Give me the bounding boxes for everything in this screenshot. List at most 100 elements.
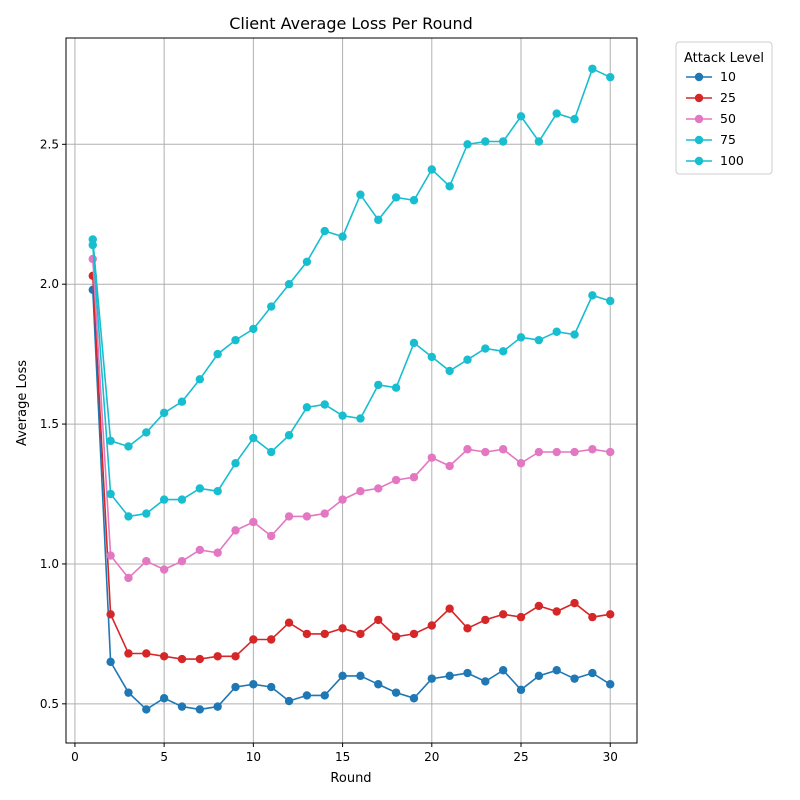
x-tick-label: 20 [424, 750, 439, 764]
data-point [570, 598, 579, 608]
data-point [516, 459, 526, 468]
data-point [142, 509, 151, 518]
data-point [481, 137, 490, 146]
data-point [106, 657, 115, 667]
data-point [463, 355, 472, 364]
data-point [284, 696, 294, 706]
data-point [516, 112, 526, 121]
data-point [177, 495, 187, 504]
data-point [445, 671, 454, 681]
legend-item-10: 10 [686, 69, 736, 84]
data-point [249, 635, 258, 644]
data-point [463, 624, 472, 633]
data-point [320, 629, 329, 639]
data-point [159, 565, 169, 574]
legend-label: 50 [720, 111, 736, 126]
data-point [374, 380, 383, 390]
data-point [338, 232, 347, 241]
x-tick-label: 25 [513, 750, 528, 764]
data-point [231, 335, 240, 345]
data-point [427, 674, 436, 683]
data-point [142, 428, 151, 437]
data-point [142, 649, 151, 658]
data-point [498, 666, 508, 675]
data-point [445, 461, 454, 471]
data-point [124, 512, 133, 521]
y-tick-label: 1.0 [40, 557, 59, 571]
legend-marker [694, 114, 704, 124]
data-point [213, 548, 222, 557]
data-point [463, 140, 472, 149]
data-point [124, 649, 133, 658]
data-point [427, 165, 436, 174]
data-point [409, 629, 419, 639]
data-point [213, 702, 222, 711]
legend-label: 75 [720, 132, 736, 147]
legend-marker [694, 135, 704, 145]
data-point [302, 257, 312, 267]
y-tick-label: 2.0 [40, 277, 59, 291]
data-point [570, 114, 579, 124]
data-point [267, 531, 276, 541]
data-point [606, 447, 615, 457]
data-point [445, 604, 454, 613]
x-tick-label: 0 [71, 750, 79, 764]
x-tick-label: 10 [246, 750, 261, 764]
series-layer [88, 64, 615, 714]
data-point [374, 680, 383, 689]
data-point [106, 436, 115, 446]
data-point [516, 685, 526, 695]
y-tick-label: 0.5 [40, 697, 59, 711]
data-point [338, 411, 347, 420]
data-point [409, 196, 419, 205]
data-point [213, 652, 222, 661]
data-point [606, 72, 615, 82]
data-point [177, 702, 187, 711]
data-point [588, 64, 597, 73]
data-point [213, 487, 222, 496]
data-point [249, 324, 258, 334]
data-point [320, 226, 329, 236]
legend-label: 10 [720, 69, 736, 84]
data-point [445, 366, 454, 376]
series-10 [88, 285, 615, 714]
data-point [552, 327, 561, 336]
data-point [391, 383, 401, 392]
data-point [177, 397, 187, 406]
legend-title: Attack Level [684, 51, 764, 66]
data-point [516, 333, 526, 342]
data-point [177, 654, 187, 664]
legend-item-75: 75 [686, 132, 736, 147]
data-point [88, 254, 97, 264]
data-point [356, 190, 365, 199]
data-point [159, 495, 169, 504]
data-point [463, 668, 472, 678]
data-point [338, 671, 347, 681]
data-point [320, 400, 329, 409]
data-point [302, 691, 312, 700]
data-point [570, 674, 579, 683]
data-point [159, 694, 169, 703]
data-point [249, 517, 258, 527]
data-point [124, 573, 133, 583]
data-point [588, 668, 597, 678]
data-point [231, 459, 240, 468]
legend-marker [694, 93, 704, 103]
data-point [284, 618, 294, 627]
data-point [356, 671, 365, 681]
axes: 0 5 10 15 20 25 30 0.5 1.0 1.5 2.0 2.5 [40, 137, 618, 764]
data-point [427, 352, 436, 362]
data-point [481, 677, 490, 686]
data-point [552, 607, 561, 616]
data-point [534, 601, 544, 611]
data-point [124, 442, 133, 451]
data-point [534, 671, 544, 681]
data-point [302, 629, 312, 639]
data-point [177, 556, 187, 566]
data-point [570, 330, 579, 339]
data-point [481, 344, 490, 353]
data-point [570, 447, 579, 457]
data-point [498, 445, 508, 454]
chart-title: Client Average Loss Per Round [229, 14, 473, 33]
